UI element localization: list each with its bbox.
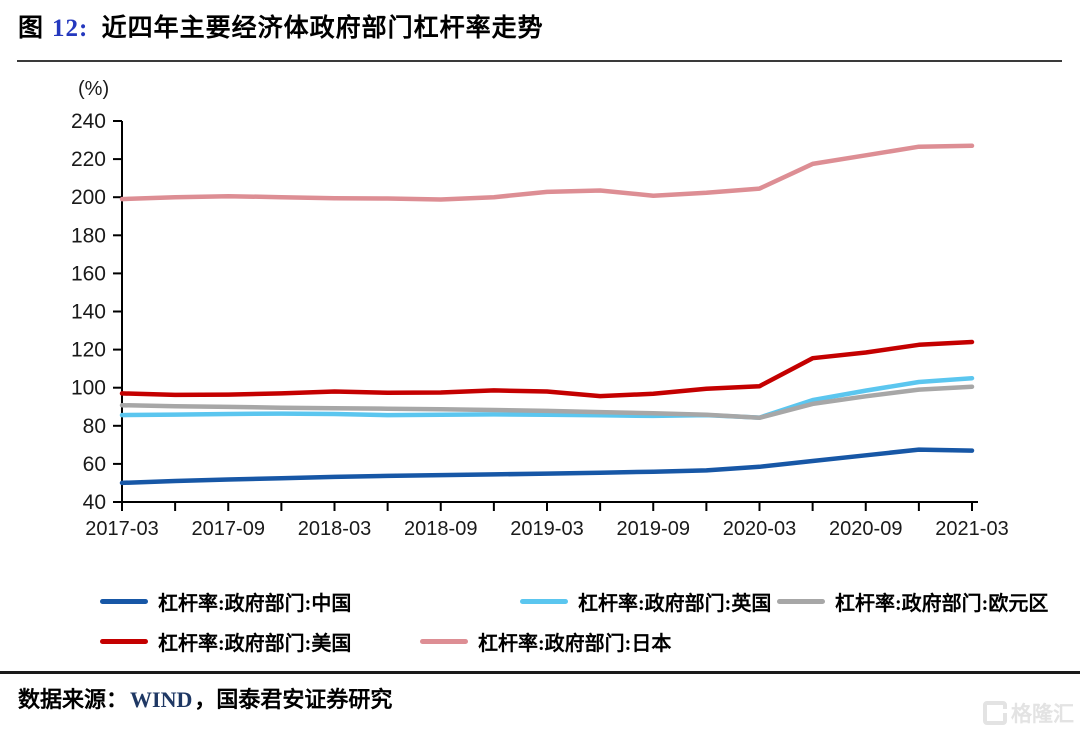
legend-label-china: 杠杆率:政府部门:中国 — [158, 592, 352, 615]
legend-swatch-uk — [520, 598, 568, 604]
data-source-label: 数据来源： — [18, 687, 129, 712]
legend-item-eurozone: 杠杆率:政府部门:欧元区 — [777, 588, 1049, 615]
x-tick-label: 2019-09 — [617, 518, 690, 540]
x-tick-label: 2020-09 — [829, 518, 902, 540]
y-axis-unit-label: (%) — [78, 78, 110, 100]
legend-label-eurozone: 杠杆率:政府部门:欧元区 — [835, 592, 1049, 615]
x-tick-label: 2020-03 — [723, 518, 796, 540]
legend-swatch-china — [100, 598, 148, 604]
x-tick-label: 2018-09 — [404, 518, 477, 540]
y-tick-label: 240 — [71, 110, 106, 133]
chart-legend: 杠杆率:政府部门:中国 杠杆率:政府部门:英国 杠杆率:政府部门:欧元区杠杆率:政府… — [0, 578, 1080, 670]
x-tick-label: 2018-03 — [298, 518, 371, 540]
chart-canvas: 40 60 80 100 120 140 160 180 200 220 240 2017-03 201… — [71, 110, 1009, 540]
x-tick-label: 2021-03 — [935, 518, 1008, 540]
series-line-eurozone — [119, 384, 975, 421]
data-source-wind: WIND — [130, 687, 193, 712]
legend-swatch-us — [100, 638, 148, 644]
legend-label-japan: 杠杆率:政府部门:日本 — [478, 632, 672, 655]
footer-divider — [0, 671, 1080, 674]
title-divider — [17, 60, 1062, 62]
figure-title: 图 12: 近四年主要经济体政府部门杠杆率走势 — [18, 8, 1062, 44]
figure-number: 12: — [52, 15, 89, 42]
legend-item-us: 杠杆率:政府部门:美国 — [100, 628, 352, 655]
series-line-japan — [119, 143, 975, 202]
y-tick-label: 160 — [71, 262, 106, 285]
x-tick-label: 2019-03 — [510, 518, 583, 540]
legend-label-us: 杠杆率:政府部门:美国 — [158, 632, 352, 655]
legend-item-uk: 杠杆率:政府部门:英国 — [520, 588, 772, 615]
gelonghui-watermark: 格隆汇 — [983, 698, 1074, 728]
legend-item-japan: 杠杆率:政府部门:日本 — [420, 628, 672, 655]
gelonghui-logo-icon — [983, 701, 1007, 725]
y-tick-label: 100 — [71, 377, 106, 400]
y-tick-label: 40 — [83, 491, 106, 514]
y-tick-label: 180 — [71, 224, 106, 247]
y-tick-label: 80 — [83, 415, 106, 438]
figure-label: 图 — [18, 15, 45, 42]
y-tick-label: 60 — [83, 453, 106, 476]
series-line-china — [119, 447, 975, 486]
y-tick-label: 140 — [71, 301, 106, 324]
series-line-uk — [119, 375, 975, 420]
data-source: 数据来源：WIND，国泰君安证券研究 — [18, 682, 392, 714]
x-tick-label: 2017-03 — [85, 518, 158, 540]
legend-swatch-eurozone — [777, 598, 825, 604]
x-tick-label: 2017-09 — [192, 518, 265, 540]
legend-label-uk: 杠杆率:政府部门:英国 — [578, 592, 772, 615]
gelonghui-watermark-text: 格隆汇 — [1011, 703, 1074, 726]
y-tick-label: 200 — [71, 186, 106, 209]
line-chart: 40 60 80 100 120 140 160 180 200 220 240 2017-03 201… — [0, 70, 1080, 575]
legend-swatch-japan — [420, 638, 468, 644]
y-tick-label: 120 — [71, 339, 106, 362]
series-line-us — [119, 339, 975, 399]
y-tick-label: 220 — [71, 148, 106, 171]
figure-title-text: 近四年主要经济体政府部门杠杆率走势 — [101, 15, 544, 42]
data-source-rest: ，国泰君安证券研究 — [194, 687, 393, 712]
legend-item-china: 杠杆率:政府部门:中国 — [100, 588, 352, 615]
